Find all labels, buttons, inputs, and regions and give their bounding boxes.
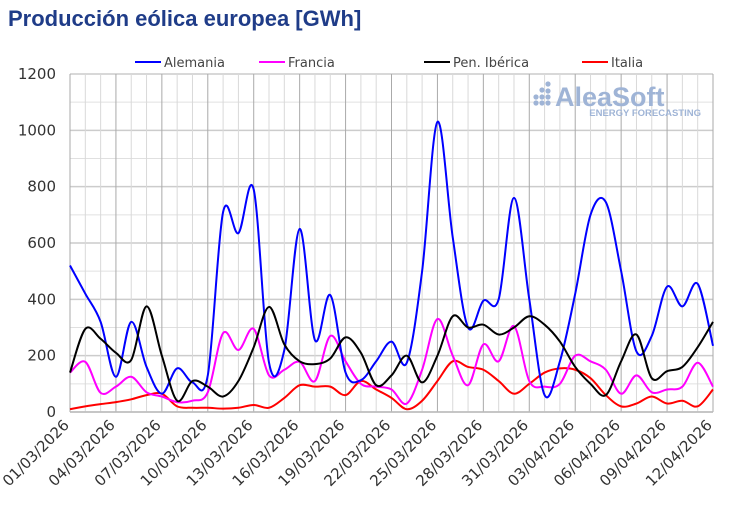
watermark-brand: AleaSoft [555, 82, 665, 112]
y-tick-label: 1000 [18, 121, 56, 139]
logo-dot [539, 94, 545, 100]
chart-title: Producción eólica europea [GWh] [8, 6, 362, 31]
logo-dot [533, 100, 539, 106]
y-tick-label: 0 [46, 403, 56, 421]
watermark-tagline: ENERGY FORECASTING [589, 108, 701, 119]
series-line-francia [69, 318, 714, 406]
legend-label: Pen. Ibérica [453, 56, 529, 71]
legend-label: Italia [611, 56, 643, 71]
logo-dot [545, 88, 551, 94]
y-tick-label: 200 [27, 347, 56, 365]
y-tick-label: 600 [27, 234, 56, 252]
logo-dot [539, 87, 545, 93]
legend-label: Francia [288, 56, 335, 71]
logo-dot [545, 94, 551, 100]
logo-dot [545, 100, 551, 106]
logo-dot [545, 81, 551, 87]
logo-dot [539, 100, 545, 106]
logo-dot [533, 94, 539, 100]
legend-label: Alemania [164, 56, 225, 71]
series-line-pen-ib-rica [69, 305, 714, 403]
y-tick-label: 1200 [18, 65, 56, 83]
y-tick-label: 400 [27, 290, 56, 308]
y-tick-label: 800 [27, 178, 56, 196]
